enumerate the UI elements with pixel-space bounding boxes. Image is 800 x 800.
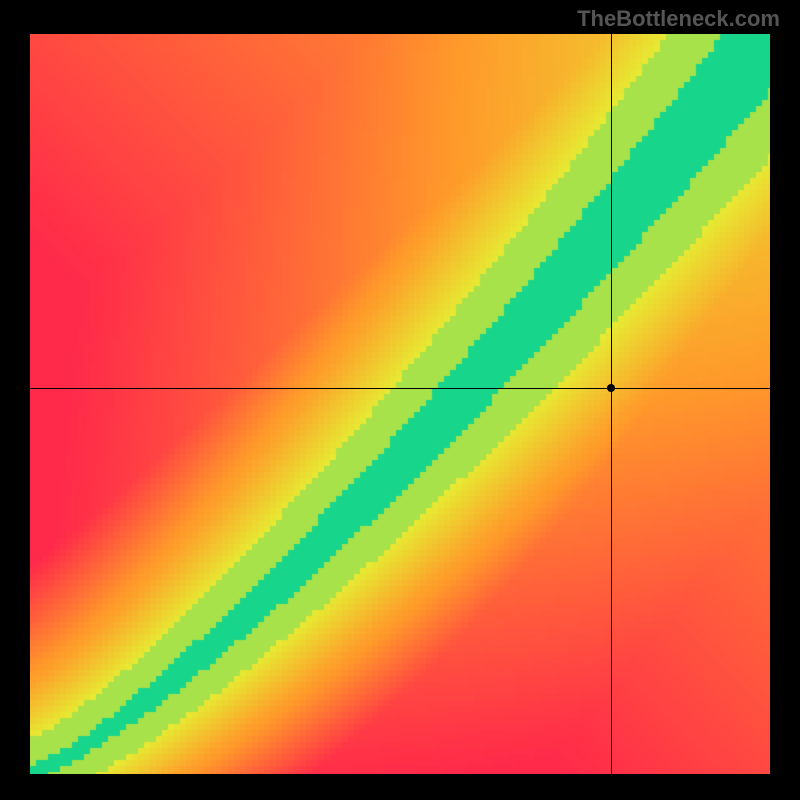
watermark-text: TheBottleneck.com (577, 6, 780, 32)
heatmap-canvas (30, 34, 770, 774)
crosshair-marker (607, 384, 615, 392)
heatmap-plot-area (30, 34, 770, 774)
crosshair-horizontal (30, 388, 770, 389)
crosshair-vertical (611, 34, 612, 774)
